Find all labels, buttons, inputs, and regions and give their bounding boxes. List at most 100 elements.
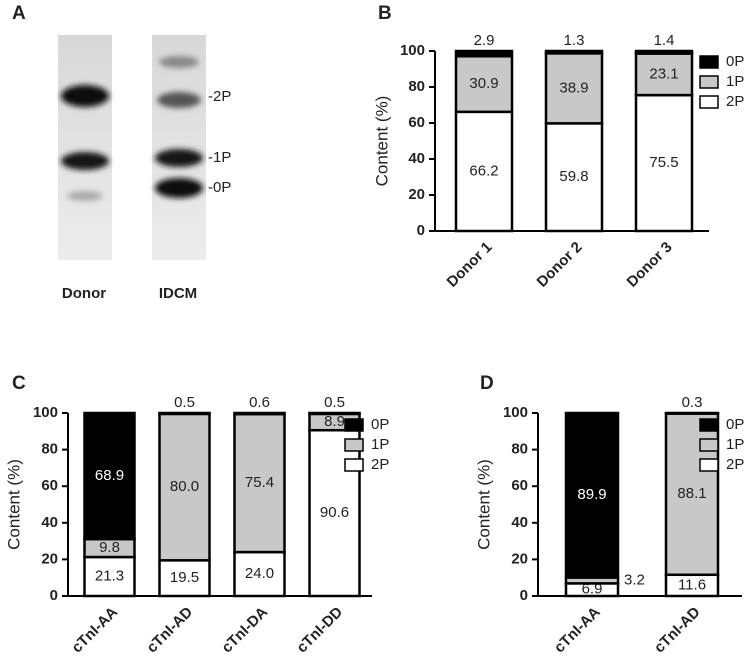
bar-segment (634, 49, 694, 55)
value-label: 80.0 (170, 478, 199, 495)
x-tick-label: cTnI-AD (651, 603, 704, 656)
bar-segment (454, 110, 514, 233)
y-tick-label: 0 (50, 587, 58, 604)
lane (58, 35, 112, 260)
value-label: 75.5 (649, 154, 678, 171)
y-tick-label: 20 (408, 186, 425, 203)
y-axis-title: Content (%) (474, 459, 493, 550)
band-label: -0P (208, 179, 231, 196)
bar-segment (83, 411, 136, 541)
bar-segment (664, 411, 720, 415)
x-tick-label: cTnI-DA (218, 603, 271, 656)
lane-label: IDCM (159, 285, 197, 302)
value-label: 19.5 (170, 569, 199, 586)
value-label: 6.9 (582, 581, 603, 598)
bar-segment (544, 49, 604, 55)
value-label: 88.1 (677, 485, 706, 502)
value-label: 24.0 (245, 565, 274, 582)
legend-label: 2P (371, 456, 389, 473)
legend-label: 2P (726, 93, 744, 110)
value-label: 23.1 (649, 65, 678, 82)
legend-swatch (344, 418, 364, 432)
legend-label: 0P (726, 53, 744, 70)
value-label: 21.3 (95, 567, 124, 584)
x-tick-label: cTnI-AA (68, 603, 121, 656)
bar-segment (158, 412, 211, 562)
value-label: 30.9 (469, 75, 498, 92)
y-tick-label: 60 (408, 114, 425, 131)
bar-segment (454, 54, 514, 114)
y-axis-title: Content (%) (372, 96, 391, 187)
y-axis-title: Content (%) (4, 459, 23, 550)
value-label: 1.4 (654, 32, 675, 49)
bar-segment (233, 412, 286, 554)
y-tick-label: 80 (41, 441, 58, 458)
value-label: 68.9 (95, 467, 124, 484)
value-label: 59.8 (559, 168, 588, 185)
y-tick-label: 40 (41, 514, 58, 531)
bar-segment (544, 122, 604, 233)
legend-label: 1P (371, 436, 389, 453)
legend-swatch (699, 75, 719, 89)
x-tick-label: cTnI-DD (293, 603, 346, 656)
value-label: 90.6 (320, 504, 349, 521)
value-label: 0.5 (174, 394, 195, 411)
bar-segment (233, 411, 286, 416)
x-tick-label: cTnI-AD (143, 603, 196, 656)
blot-panel: A -2P -1P -0P Donor IDCM (12, 3, 231, 302)
legend-swatch (699, 55, 719, 69)
band-label: -1P (208, 149, 231, 166)
legend-swatch (699, 95, 719, 109)
y-tick-label: 20 (511, 550, 528, 567)
value-label: 0.3 (682, 394, 703, 411)
y-tick-label: 100 (33, 404, 58, 421)
panel-letter: C (12, 373, 26, 394)
y-tick-label: 0 (417, 222, 425, 239)
y-tick-label: 40 (408, 150, 425, 167)
value-label: 9.8 (99, 539, 120, 556)
bar-segment (454, 49, 514, 58)
value-label: 0.5 (324, 394, 345, 411)
band-label: -2P (208, 88, 231, 105)
bar-segment (308, 411, 361, 416)
value-label: 2.9 (474, 32, 495, 49)
x-tick-label: Donor 2 (534, 239, 586, 291)
value-label: 38.9 (559, 79, 588, 96)
value-label: 3.2 (624, 571, 645, 588)
y-tick-label: 80 (511, 441, 528, 458)
lane (152, 35, 206, 260)
y-tick-label: 0 (520, 587, 528, 604)
value-label: 66.2 (469, 162, 498, 179)
bar-segment (308, 428, 361, 598)
value-label: 89.9 (577, 486, 606, 503)
x-tick-label: Donor 1 (444, 239, 496, 291)
lane-label: Donor (62, 285, 106, 302)
panel-letter: D (480, 373, 494, 394)
y-tick-label: 80 (408, 78, 425, 95)
value-label: 8.9 (324, 413, 345, 430)
legend-swatch (699, 458, 719, 472)
panel-letter: B (378, 3, 392, 24)
bar-segment (158, 411, 211, 416)
value-label: 11.6 (678, 576, 706, 593)
y-tick-label: 100 (400, 42, 425, 59)
x-tick-label: cTnI-AA (551, 603, 604, 656)
y-tick-label: 60 (511, 477, 528, 494)
y-tick-label: 60 (41, 477, 58, 494)
legend-label: 0P (371, 416, 389, 433)
legend-swatch (344, 438, 364, 452)
legend-swatch (344, 458, 364, 472)
panel-letter: A (12, 3, 26, 24)
bands (61, 56, 203, 201)
y-tick-label: 20 (41, 550, 58, 567)
legend-label: 2P (726, 456, 744, 473)
y-tick-label: 100 (503, 404, 528, 421)
value-label: 75.4 (245, 474, 274, 491)
x-tick-label: Donor 3 (624, 239, 676, 291)
legend-swatch (699, 438, 719, 452)
legend-label: 1P (726, 73, 744, 90)
value-label: 1.3 (564, 32, 585, 49)
legend-swatch (699, 418, 719, 432)
y-tick-label: 40 (511, 514, 528, 531)
